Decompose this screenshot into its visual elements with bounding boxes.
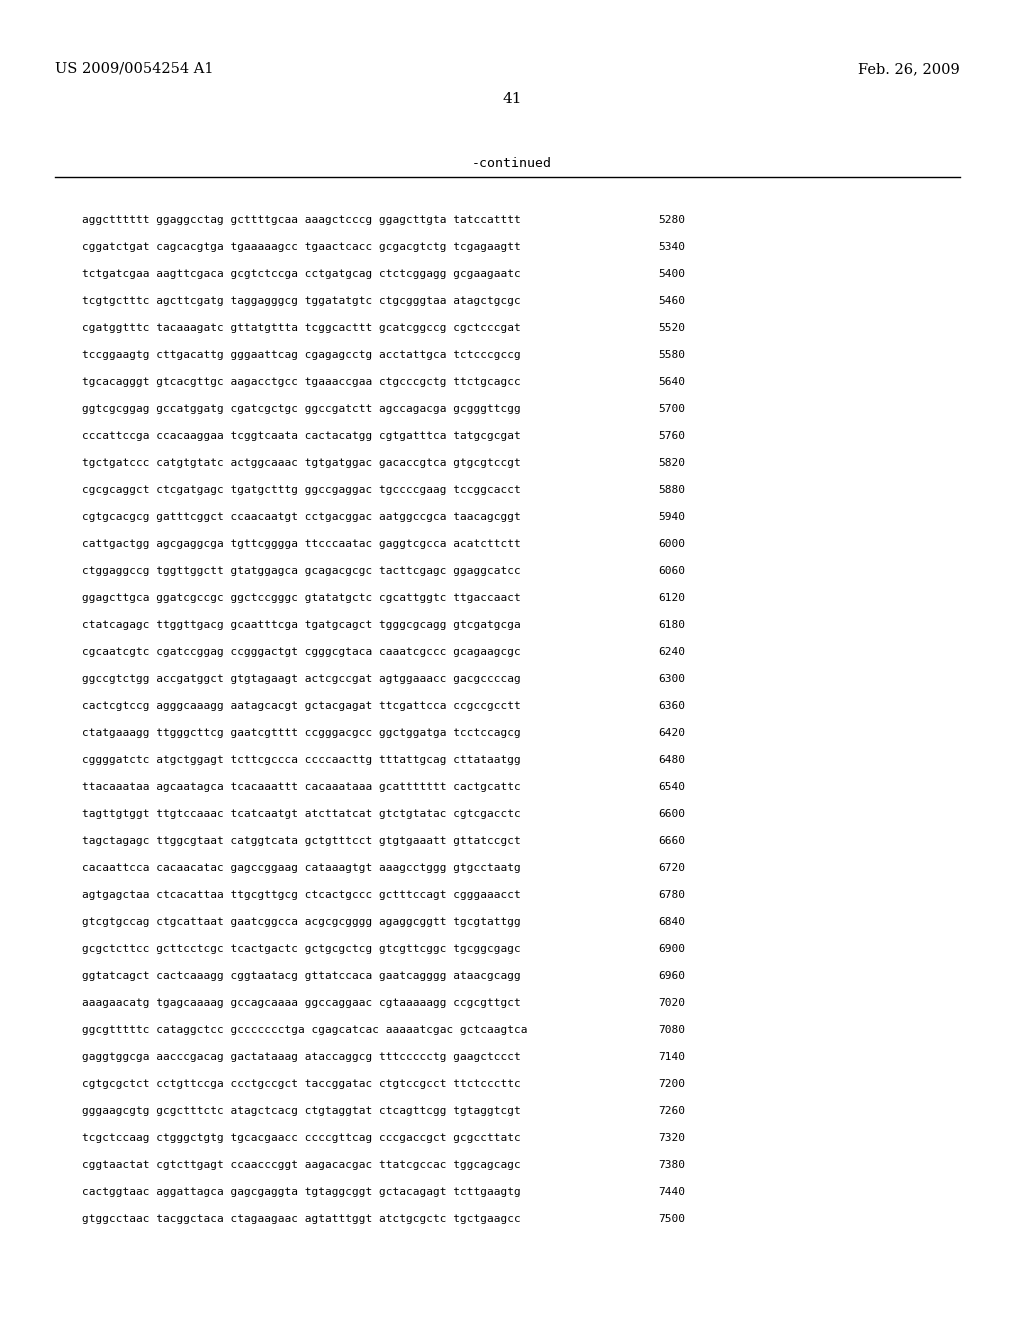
Text: 7080: 7080 xyxy=(658,1026,685,1035)
Text: 6360: 6360 xyxy=(658,701,685,711)
Text: 6480: 6480 xyxy=(658,755,685,766)
Text: 6960: 6960 xyxy=(658,972,685,981)
Text: cattgactgg agcgaggcga tgttcgggga ttcccaatac gaggtcgcca acatcttctt: cattgactgg agcgaggcga tgttcgggga ttcccaa… xyxy=(82,539,521,549)
Text: tctgatcgaa aagttcgaca gcgtctccga cctgatgcag ctctcggagg gcgaagaatc: tctgatcgaa aagttcgaca gcgtctccga cctgatg… xyxy=(82,269,521,279)
Text: gggaagcgtg gcgctttctc atagctcacg ctgtaggtat ctcagttcgg tgtaggtcgt: gggaagcgtg gcgctttctc atagctcacg ctgtagg… xyxy=(82,1106,521,1115)
Text: tgcacagggt gtcacgttgc aagacctgcc tgaaaccgaa ctgcccgctg ttctgcagcc: tgcacagggt gtcacgttgc aagacctgcc tgaaacc… xyxy=(82,378,521,387)
Text: aggctttttt ggaggcctag gcttttgcaa aaagctcccg ggagcttgta tatccatttt: aggctttttt ggaggcctag gcttttgcaa aaagctc… xyxy=(82,215,521,224)
Text: tagctagagc ttggcgtaat catggtcata gctgtttcct gtgtgaaatt gttatccgct: tagctagagc ttggcgtaat catggtcata gctgttt… xyxy=(82,836,521,846)
Text: cggggatctc atgctggagt tcttcgccca ccccaacttg tttattgcag cttataatgg: cggggatctc atgctggagt tcttcgccca ccccaac… xyxy=(82,755,521,766)
Text: 6120: 6120 xyxy=(658,593,685,603)
Text: gaggtggcga aacccgacag gactataaag ataccaggcg tttccccctg gaagctccct: gaggtggcga aacccgacag gactataaag ataccag… xyxy=(82,1052,521,1063)
Text: ctggaggccg tggttggctt gtatggagca gcagacgcgc tacttcgagc ggaggcatcc: ctggaggccg tggttggctt gtatggagca gcagacg… xyxy=(82,566,521,576)
Text: ctatcagagc ttggttgacg gcaatttcga tgatgcagct tgggcgcagg gtcgatgcga: ctatcagagc ttggttgacg gcaatttcga tgatgca… xyxy=(82,620,521,630)
Text: cggatctgat cagcacgtga tgaaaaagcc tgaactcacc gcgacgtctg tcgagaagtt: cggatctgat cagcacgtga tgaaaaagcc tgaactc… xyxy=(82,242,521,252)
Text: ggcgtttttc cataggctcc gccccccctga cgagcatcac aaaaatcgac gctcaagtca: ggcgtttttc cataggctcc gccccccctga cgagca… xyxy=(82,1026,527,1035)
Text: cgcgcaggct ctcgatgagc tgatgctttg ggccgaggac tgccccgaag tccggcacct: cgcgcaggct ctcgatgagc tgatgctttg ggccgag… xyxy=(82,484,521,495)
Text: 7020: 7020 xyxy=(658,998,685,1008)
Text: tagttgtggt ttgtccaaac tcatcaatgt atcttatcat gtctgtatac cgtcgacctc: tagttgtggt ttgtccaaac tcatcaatgt atcttat… xyxy=(82,809,521,818)
Text: 5880: 5880 xyxy=(658,484,685,495)
Text: 5820: 5820 xyxy=(658,458,685,469)
Text: 5760: 5760 xyxy=(658,432,685,441)
Text: 7140: 7140 xyxy=(658,1052,685,1063)
Text: 5580: 5580 xyxy=(658,350,685,360)
Text: 6660: 6660 xyxy=(658,836,685,846)
Text: 6600: 6600 xyxy=(658,809,685,818)
Text: 5520: 5520 xyxy=(658,323,685,333)
Text: 6540: 6540 xyxy=(658,781,685,792)
Text: ggtcgcggag gccatggatg cgatcgctgc ggccgatctt agccagacga gcgggttcgg: ggtcgcggag gccatggatg cgatcgctgc ggccgat… xyxy=(82,404,521,414)
Text: cgtgcacgcg gatttcggct ccaacaatgt cctgacggac aatggccgca taacagcggt: cgtgcacgcg gatttcggct ccaacaatgt cctgacg… xyxy=(82,512,521,521)
Text: gtggcctaac tacggctaca ctagaagaac agtatttggt atctgcgctc tgctgaagcc: gtggcctaac tacggctaca ctagaagaac agtattt… xyxy=(82,1214,521,1224)
Text: cggtaactat cgtcttgagt ccaacccggt aagacacgac ttatcgccac tggcagcagc: cggtaactat cgtcttgagt ccaacccggt aagacac… xyxy=(82,1160,521,1170)
Text: tccggaagtg cttgacattg gggaattcag cgagagcctg acctattgca tctcccgccg: tccggaagtg cttgacattg gggaattcag cgagagc… xyxy=(82,350,521,360)
Text: 5640: 5640 xyxy=(658,378,685,387)
Text: 7320: 7320 xyxy=(658,1133,685,1143)
Text: ctatgaaagg ttgggcttcg gaatcgtttt ccgggacgcc ggctggatga tcctccagcg: ctatgaaagg ttgggcttcg gaatcgtttt ccgggac… xyxy=(82,729,521,738)
Text: 6720: 6720 xyxy=(658,863,685,873)
Text: Feb. 26, 2009: Feb. 26, 2009 xyxy=(858,62,961,77)
Text: tgctgatccc catgtgtatc actggcaaac tgtgatggac gacaccgtca gtgcgtccgt: tgctgatccc catgtgtatc actggcaaac tgtgatg… xyxy=(82,458,521,469)
Text: tcgtgctttc agcttcgatg taggagggcg tggatatgtc ctgcgggtaa atagctgcgc: tcgtgctttc agcttcgatg taggagggcg tggatat… xyxy=(82,296,521,306)
Text: gcgctcttcc gcttcctcgc tcactgactc gctgcgctcg gtcgttcggc tgcggcgagc: gcgctcttcc gcttcctcgc tcactgactc gctgcgc… xyxy=(82,944,521,954)
Text: US 2009/0054254 A1: US 2009/0054254 A1 xyxy=(55,62,213,77)
Text: 5700: 5700 xyxy=(658,404,685,414)
Text: ggccgtctgg accgatggct gtgtagaagt actcgccgat agtggaaacc gacgccccag: ggccgtctgg accgatggct gtgtagaagt actcgcc… xyxy=(82,675,521,684)
Text: cccattccga ccacaaggaa tcggtcaata cactacatgg cgtgatttca tatgcgcgat: cccattccga ccacaaggaa tcggtcaata cactaca… xyxy=(82,432,521,441)
Text: 7440: 7440 xyxy=(658,1187,685,1197)
Text: cgcaatcgtc cgatccggag ccgggactgt cgggcgtaca caaatcgccc gcagaagcgc: cgcaatcgtc cgatccggag ccgggactgt cgggcgt… xyxy=(82,647,521,657)
Text: 6180: 6180 xyxy=(658,620,685,630)
Text: 6060: 6060 xyxy=(658,566,685,576)
Text: 6240: 6240 xyxy=(658,647,685,657)
Text: ttacaaataa agcaatagca tcacaaattt cacaaataaa gcattttttt cactgcattc: ttacaaataa agcaatagca tcacaaattt cacaaat… xyxy=(82,781,521,792)
Text: cactggtaac aggattagca gagcgaggta tgtaggcggt gctacagagt tcttgaagtg: cactggtaac aggattagca gagcgaggta tgtaggc… xyxy=(82,1187,521,1197)
Text: aaagaacatg tgagcaaaag gccagcaaaa ggccaggaac cgtaaaaagg ccgcgttgct: aaagaacatg tgagcaaaag gccagcaaaa ggccagg… xyxy=(82,998,521,1008)
Text: 5340: 5340 xyxy=(658,242,685,252)
Text: ggagcttgca ggatcgccgc ggctccgggc gtatatgctc cgcattggtc ttgaccaact: ggagcttgca ggatcgccgc ggctccgggc gtatatg… xyxy=(82,593,521,603)
Text: gtcgtgccag ctgcattaat gaatcggcca acgcgcgggg agaggcggtt tgcgtattgg: gtcgtgccag ctgcattaat gaatcggcca acgcgcg… xyxy=(82,917,521,927)
Text: 5400: 5400 xyxy=(658,269,685,279)
Text: cacaattcca cacaacatac gagccggaag cataaagtgt aaagcctggg gtgcctaatg: cacaattcca cacaacatac gagccggaag cataaag… xyxy=(82,863,521,873)
Text: 7200: 7200 xyxy=(658,1078,685,1089)
Text: agtgagctaa ctcacattaa ttgcgttgcg ctcactgccc gctttccagt cgggaaacct: agtgagctaa ctcacattaa ttgcgttgcg ctcactg… xyxy=(82,890,521,900)
Text: 6900: 6900 xyxy=(658,944,685,954)
Text: 6420: 6420 xyxy=(658,729,685,738)
Text: cgtgcgctct cctgttccga ccctgccgct taccggatac ctgtccgcct ttctcccttc: cgtgcgctct cctgttccga ccctgccgct taccgga… xyxy=(82,1078,521,1089)
Text: cactcgtccg agggcaaagg aatagcacgt gctacgagat ttcgattcca ccgccgcctt: cactcgtccg agggcaaagg aatagcacgt gctacga… xyxy=(82,701,521,711)
Text: tcgctccaag ctgggctgtg tgcacgaacc ccccgttcag cccgaccgct gcgccttatc: tcgctccaag ctgggctgtg tgcacgaacc ccccgtt… xyxy=(82,1133,521,1143)
Text: 6840: 6840 xyxy=(658,917,685,927)
Text: 41: 41 xyxy=(502,92,522,106)
Text: ggtatcagct cactcaaagg cggtaatacg gttatccaca gaatcagggg ataacgcagg: ggtatcagct cactcaaagg cggtaatacg gttatcc… xyxy=(82,972,521,981)
Text: 7260: 7260 xyxy=(658,1106,685,1115)
Text: 6000: 6000 xyxy=(658,539,685,549)
Text: 6300: 6300 xyxy=(658,675,685,684)
Text: 5280: 5280 xyxy=(658,215,685,224)
Text: 5940: 5940 xyxy=(658,512,685,521)
Text: cgatggtttc tacaaagatc gttatgttta tcggcacttt gcatcggccg cgctcccgat: cgatggtttc tacaaagatc gttatgttta tcggcac… xyxy=(82,323,521,333)
Text: -continued: -continued xyxy=(472,157,552,170)
Text: 5460: 5460 xyxy=(658,296,685,306)
Text: 7500: 7500 xyxy=(658,1214,685,1224)
Text: 7380: 7380 xyxy=(658,1160,685,1170)
Text: 6780: 6780 xyxy=(658,890,685,900)
